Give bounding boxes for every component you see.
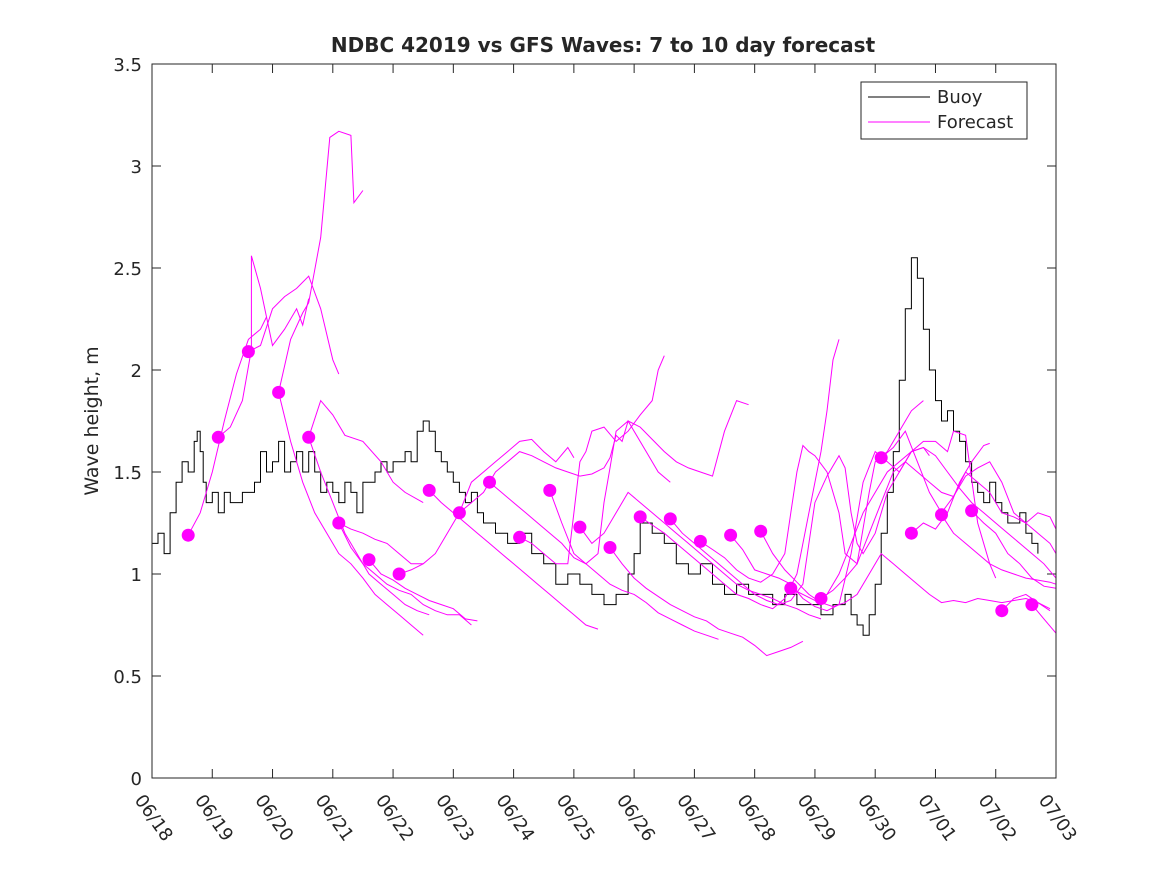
forecast-series-line	[911, 442, 990, 534]
y-tick-label: 3	[131, 157, 142, 178]
forecast-series-line	[278, 392, 424, 636]
forecast-series-line	[338, 522, 472, 626]
forecast-start-marker	[422, 483, 436, 497]
forecast-start-marker	[302, 430, 316, 444]
forecast-start-marker	[211, 430, 225, 444]
forecast-start-marker	[362, 553, 376, 567]
forecast-start-marker	[392, 567, 406, 581]
forecast-series-line	[941, 514, 1057, 585]
forecast-start-marker	[181, 528, 195, 542]
forecast-series-line	[519, 355, 665, 565]
forecast-start-marker	[663, 512, 677, 526]
forecast-series-line	[790, 446, 1057, 602]
legend-buoy-label: Buoy	[937, 87, 983, 108]
y-tick-label: 1	[131, 565, 142, 586]
forecast-series-line	[820, 461, 1057, 599]
chart-title: NDBC 42019 vs GFS Waves: 7 to 10 day for…	[331, 33, 876, 57]
forecast-start-marker	[995, 604, 1009, 618]
y-axis-label: Wave height, m	[81, 346, 103, 495]
plot-area	[152, 130, 1057, 657]
y-tick-label: 0.5	[113, 667, 142, 688]
forecast-series-line	[609, 547, 804, 657]
legend-box	[860, 81, 1028, 140]
plot-frame	[151, 63, 1057, 779]
y-tick-label: 2.5	[113, 259, 142, 280]
forecast-series-line	[308, 437, 430, 616]
forecast-series-line	[1001, 593, 1051, 612]
forecast-series-line	[971, 510, 1057, 589]
forecast-series-line	[669, 446, 930, 606]
forecast-start-marker	[332, 516, 346, 530]
y-tick-label: 0	[131, 769, 142, 790]
forecast-series-line	[760, 530, 1051, 610]
forecast-start-marker	[452, 506, 466, 520]
forecast-start-marker	[754, 524, 768, 538]
forecast-start-marker	[1025, 598, 1039, 612]
forecast-series-line	[459, 419, 671, 514]
forecast-start-marker	[965, 504, 979, 518]
forecast-series-line	[730, 430, 997, 612]
y-tick-label: 3.5	[113, 55, 142, 76]
forecast-series-line	[549, 399, 749, 565]
forecast-start-marker	[784, 581, 798, 595]
legend-forecast-label: Forecast	[937, 112, 1013, 133]
forecast-start-marker	[874, 451, 888, 465]
forecast-series-line	[248, 275, 340, 375]
forecast-series-line	[278, 130, 364, 393]
legend: Buoy Forecast	[860, 81, 1028, 140]
forecast-start-marker	[513, 530, 527, 544]
forecast-series-line	[880, 430, 1057, 530]
forecast-start-marker	[543, 483, 557, 497]
y-tick-label: 2	[131, 361, 142, 382]
forecast-series-line	[217, 255, 310, 438]
forecast-series-line	[579, 491, 822, 620]
forecast-series-line	[639, 339, 840, 610]
forecast-start-marker	[935, 508, 948, 522]
forecast-series-line	[308, 399, 424, 504]
y-tick-label: 1.5	[113, 463, 142, 484]
forecast-series-line	[489, 481, 719, 640]
forecast-series-line	[368, 559, 478, 622]
forecast-start-marker	[814, 592, 828, 605]
forecast-start-marker	[241, 345, 255, 359]
forecast-start-marker	[603, 541, 617, 554]
forecast-series-line	[338, 522, 424, 565]
forecast-start-marker	[904, 526, 918, 540]
forecast-start-marker	[483, 475, 496, 489]
buoy-series-line	[152, 257, 1039, 636]
forecast-start-marker	[693, 534, 707, 548]
forecast-start-marker	[573, 520, 587, 534]
forecast-start-marker	[633, 510, 647, 524]
forecast-start-marker	[724, 528, 738, 542]
forecast-series-line	[187, 316, 267, 536]
forecast-start-marker	[272, 385, 286, 399]
forecast-series-line	[398, 438, 575, 575]
